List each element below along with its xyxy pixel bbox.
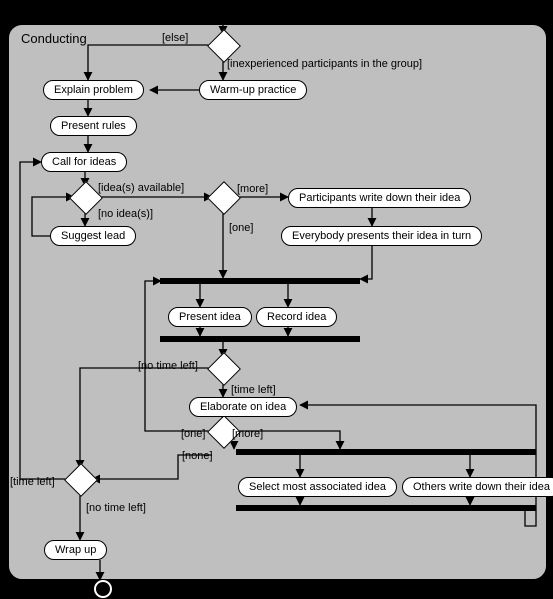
label-one-2: [one] bbox=[181, 428, 205, 440]
label-else: [else] bbox=[162, 32, 188, 44]
frame-title: Conducting bbox=[21, 31, 87, 46]
fork-bar-2-top bbox=[236, 449, 536, 455]
node-explain: Explain problem bbox=[43, 80, 144, 100]
node-present: Present idea bbox=[168, 307, 252, 327]
label-one-1: [one] bbox=[229, 222, 253, 234]
label-avail: [idea(s) available] bbox=[98, 182, 184, 194]
fork-bar-1-top bbox=[160, 278, 360, 284]
label-inexp: [inexperienced participants in the group… bbox=[227, 58, 422, 70]
label-notime-1: [no time left] bbox=[138, 360, 198, 372]
node-warmup: Warm-up practice bbox=[199, 80, 307, 100]
fork-bar-2-bot bbox=[236, 505, 536, 511]
node-suggest: Suggest lead bbox=[50, 226, 136, 246]
label-more-1: [more] bbox=[237, 183, 268, 195]
fork-bar-1-bot bbox=[160, 336, 360, 342]
diagram-canvas: Conducting Explain problem Warm-up pract… bbox=[0, 0, 553, 599]
label-more-2: [more] bbox=[232, 428, 263, 440]
label-none: [none] bbox=[182, 450, 213, 462]
node-others: Others write down their idea bbox=[402, 477, 553, 497]
end-node bbox=[94, 580, 112, 598]
node-present-all: Everybody presents their idea in turn bbox=[281, 226, 482, 246]
label-timeleft-2: [time left] bbox=[10, 476, 55, 488]
node-rules: Present rules bbox=[50, 116, 137, 136]
node-wrap: Wrap up bbox=[44, 540, 107, 560]
node-write: Participants write down their idea bbox=[288, 188, 471, 208]
node-select: Select most associated idea bbox=[238, 477, 397, 497]
label-noidea: [no idea(s)] bbox=[98, 208, 153, 220]
label-timeleft-1: [time left] bbox=[231, 384, 276, 396]
node-elab: Elaborate on idea bbox=[189, 397, 297, 417]
node-record: Record idea bbox=[256, 307, 337, 327]
node-call: Call for ideas bbox=[41, 152, 127, 172]
label-notime-2: [no time left] bbox=[86, 502, 146, 514]
